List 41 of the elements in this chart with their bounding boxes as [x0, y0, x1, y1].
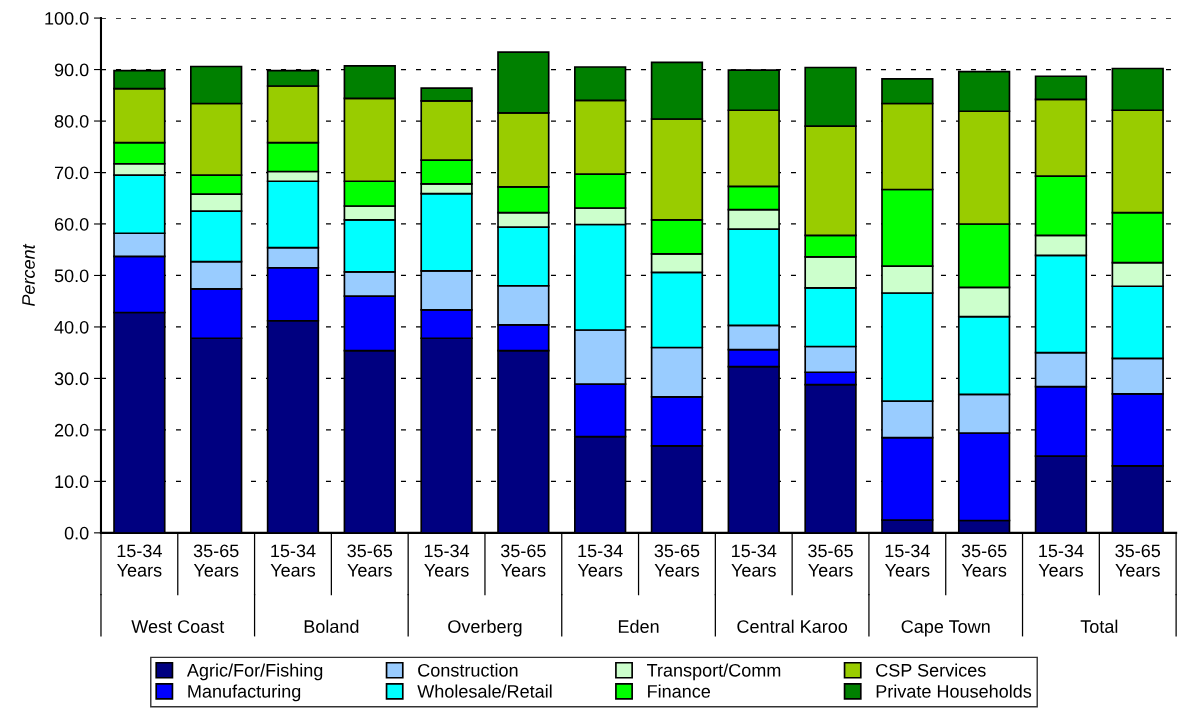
- x-tick-label: 35-65 Years: [500, 544, 546, 577]
- y-axis-title: Percent: [22, 243, 35, 307]
- x-tick-label: 15-34 Years: [1038, 544, 1084, 577]
- text: Central Karoo: [737, 619, 848, 633]
- y-tick-label: 70.0: [54, 166, 89, 180]
- x-tick-label: 15-34 Years: [577, 544, 623, 577]
- text: Eden: [618, 619, 659, 633]
- x-tick-label: 35-65 Years: [654, 544, 700, 577]
- legend-label: Private Households: [876, 684, 1032, 698]
- legend-label: Manufacturing: [188, 684, 301, 702]
- legend-label: Finance: [648, 684, 711, 698]
- y-tick-label: 60.0: [54, 217, 89, 231]
- y-tick-label: 30.0: [54, 372, 89, 386]
- x-tick-label: 35-65 Years: [193, 544, 239, 577]
- x-tick-label: 15-34 Years: [424, 544, 470, 577]
- x-tick-label: 15-34 Years: [117, 544, 162, 577]
- text: West Coast: [131, 620, 225, 633]
- y-tick-label: 40.0: [54, 320, 89, 334]
- x-tick-label: 15-34 Years: [731, 544, 777, 577]
- text: Boland: [304, 619, 359, 633]
- y-tick-label: 0.0: [64, 526, 89, 540]
- text: Overberg: [448, 619, 522, 637]
- y-tick-label: 100.0: [45, 12, 89, 25]
- legend-label: Construction: [418, 663, 518, 677]
- y-tick-label: 10.0: [55, 475, 89, 489]
- legend-label: Wholesale/Retail: [417, 684, 552, 698]
- legend-label: CSP Services: [876, 663, 986, 677]
- legend-label: Agric/For/Fishing: [186, 663, 323, 681]
- x-tick-label: 35-65 Years: [1115, 544, 1161, 577]
- x-tick-label: 15-34 Years: [884, 544, 930, 577]
- x-tick-label: 15-34 Years: [270, 544, 316, 577]
- text: Cape Town: [901, 620, 990, 637]
- x-tick-label: 35-65 Years: [808, 544, 853, 577]
- x-tick-label: 35-65 Years: [961, 544, 1007, 577]
- legend-label: Transport/Comm: [647, 663, 781, 681]
- y-tick-label: 50.0: [54, 269, 89, 283]
- text: Total: [1080, 619, 1118, 633]
- x-tick-label: 35-65 Years: [347, 544, 393, 577]
- y-tick-label: 20.0: [54, 423, 89, 437]
- y-tick-label: 90.0: [54, 63, 89, 77]
- y-tick-label: 80.0: [54, 114, 89, 128]
